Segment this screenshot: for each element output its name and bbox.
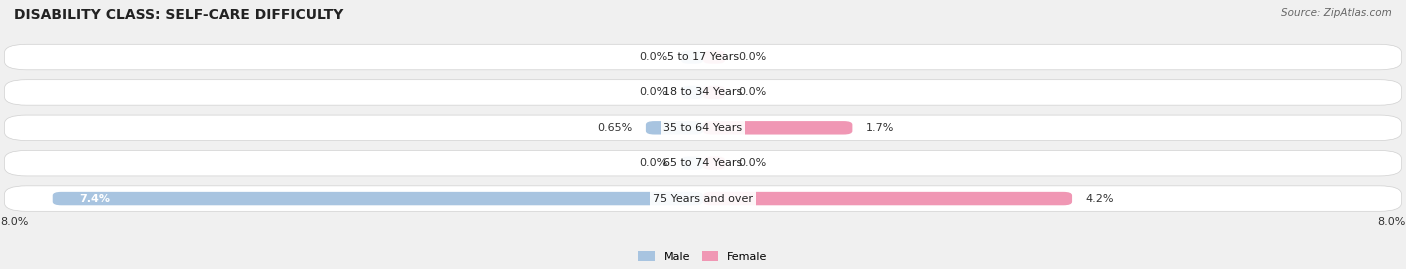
Text: 0.0%: 0.0% bbox=[640, 158, 668, 168]
Text: DISABILITY CLASS: SELF-CARE DIFFICULTY: DISABILITY CLASS: SELF-CARE DIFFICULTY bbox=[14, 8, 343, 22]
FancyBboxPatch shape bbox=[53, 192, 703, 205]
Text: 8.0%: 8.0% bbox=[1378, 217, 1406, 227]
FancyBboxPatch shape bbox=[703, 86, 725, 99]
Text: 75 Years and over: 75 Years and over bbox=[652, 194, 754, 204]
Legend: Male, Female: Male, Female bbox=[634, 247, 772, 266]
FancyBboxPatch shape bbox=[703, 50, 725, 64]
FancyBboxPatch shape bbox=[4, 115, 1402, 140]
Text: 35 to 64 Years: 35 to 64 Years bbox=[664, 123, 742, 133]
FancyBboxPatch shape bbox=[4, 44, 1402, 70]
Text: 1.7%: 1.7% bbox=[866, 123, 894, 133]
FancyBboxPatch shape bbox=[681, 157, 703, 170]
FancyBboxPatch shape bbox=[703, 157, 725, 170]
Text: 4.2%: 4.2% bbox=[1085, 194, 1114, 204]
Text: Source: ZipAtlas.com: Source: ZipAtlas.com bbox=[1281, 8, 1392, 18]
Text: 18 to 34 Years: 18 to 34 Years bbox=[664, 87, 742, 97]
Text: 5 to 17 Years: 5 to 17 Years bbox=[666, 52, 740, 62]
Text: 0.0%: 0.0% bbox=[640, 87, 668, 97]
Text: 7.4%: 7.4% bbox=[79, 194, 110, 204]
Text: 8.0%: 8.0% bbox=[0, 217, 28, 227]
Text: 0.0%: 0.0% bbox=[738, 158, 766, 168]
FancyBboxPatch shape bbox=[681, 50, 703, 64]
Text: 0.0%: 0.0% bbox=[640, 52, 668, 62]
Text: 0.65%: 0.65% bbox=[598, 123, 633, 133]
FancyBboxPatch shape bbox=[4, 150, 1402, 176]
FancyBboxPatch shape bbox=[681, 86, 703, 99]
FancyBboxPatch shape bbox=[4, 186, 1402, 211]
Text: 65 to 74 Years: 65 to 74 Years bbox=[664, 158, 742, 168]
FancyBboxPatch shape bbox=[645, 121, 703, 134]
FancyBboxPatch shape bbox=[703, 192, 1073, 205]
FancyBboxPatch shape bbox=[703, 121, 852, 134]
Text: 0.0%: 0.0% bbox=[738, 52, 766, 62]
FancyBboxPatch shape bbox=[4, 80, 1402, 105]
Text: 0.0%: 0.0% bbox=[738, 87, 766, 97]
